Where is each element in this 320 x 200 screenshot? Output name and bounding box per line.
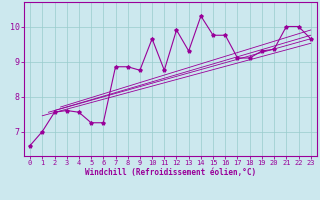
X-axis label: Windchill (Refroidissement éolien,°C): Windchill (Refroidissement éolien,°C) (85, 168, 256, 177)
